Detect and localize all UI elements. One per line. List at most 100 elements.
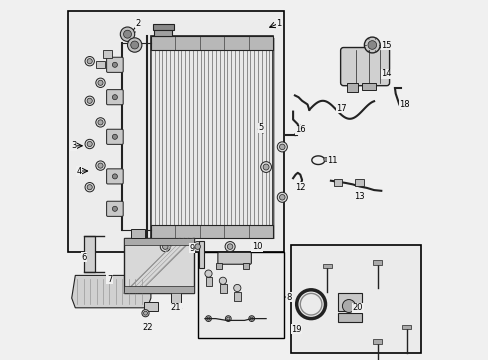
Bar [373,260,381,265]
Bar [170,290,181,304]
Bar [346,83,357,92]
Bar [401,325,410,329]
Circle shape [96,161,105,170]
Bar [84,236,95,272]
Bar [151,36,273,50]
Bar [151,36,273,238]
Text: 6: 6 [81,253,87,262]
Circle shape [87,98,92,103]
Circle shape [112,62,117,67]
Bar [243,263,249,269]
Circle shape [98,80,103,85]
FancyBboxPatch shape [106,129,123,144]
Text: 17: 17 [336,104,346,112]
Circle shape [160,242,170,252]
Bar [123,286,194,293]
Text: 3: 3 [71,141,76,150]
Bar [151,225,273,238]
Text: 10: 10 [251,242,262,251]
Circle shape [248,316,254,321]
Circle shape [206,317,210,320]
Text: 20: 20 [352,303,363,312]
Bar [68,11,284,252]
Bar [152,24,174,30]
Circle shape [112,95,117,100]
Circle shape [204,270,212,277]
Text: 9: 9 [189,244,195,253]
Circle shape [263,164,268,170]
Circle shape [364,37,380,53]
Bar [123,238,194,293]
Circle shape [85,139,94,149]
Text: 8: 8 [286,292,292,302]
Circle shape [279,194,285,200]
Circle shape [112,174,117,179]
Text: 4: 4 [76,166,81,175]
Circle shape [96,118,105,127]
Circle shape [162,244,168,249]
FancyBboxPatch shape [106,90,123,105]
Text: 11: 11 [327,156,337,165]
Circle shape [87,141,92,147]
Bar [337,293,361,311]
FancyBboxPatch shape [106,57,123,72]
Text: 5: 5 [258,123,263,132]
Bar [197,252,284,338]
Circle shape [112,134,117,139]
Circle shape [143,311,147,315]
Circle shape [227,244,232,249]
Circle shape [142,310,149,317]
Circle shape [205,316,211,321]
Circle shape [127,38,142,52]
Circle shape [195,244,200,249]
Text: 15: 15 [381,40,391,49]
Circle shape [85,57,94,66]
Circle shape [98,163,103,168]
FancyBboxPatch shape [340,48,389,86]
Text: 13: 13 [354,192,364,201]
Circle shape [233,284,241,292]
FancyBboxPatch shape [218,252,251,264]
Circle shape [323,157,327,162]
Bar [361,83,375,90]
Bar [199,241,203,268]
Text: 22: 22 [142,323,152,332]
Text: 12: 12 [294,183,305,192]
Circle shape [226,317,229,320]
Circle shape [249,317,253,320]
FancyBboxPatch shape [106,201,123,216]
Circle shape [130,41,139,49]
Bar [337,313,361,322]
Circle shape [96,78,105,87]
Bar [205,277,212,286]
Bar [216,263,222,269]
Circle shape [279,144,285,150]
Circle shape [342,300,355,312]
Bar [291,245,420,353]
Circle shape [120,27,134,41]
Circle shape [112,206,117,211]
Bar [373,339,381,344]
Bar [103,50,112,58]
Circle shape [219,277,226,284]
Bar [220,284,226,293]
Circle shape [98,120,103,125]
Circle shape [87,185,92,190]
Text: 1: 1 [276,19,281,28]
Bar [131,229,145,238]
Circle shape [192,242,203,252]
Text: 7: 7 [106,274,112,284]
Circle shape [260,162,271,172]
Bar [123,238,194,245]
Bar [234,292,241,301]
Circle shape [85,183,94,192]
Circle shape [87,59,92,64]
Bar [355,179,363,186]
Circle shape [85,96,94,105]
Bar [143,302,158,311]
Bar [154,27,172,36]
Circle shape [224,242,235,252]
Text: 18: 18 [399,100,409,109]
Circle shape [367,41,376,49]
Text: 14: 14 [381,69,391,78]
